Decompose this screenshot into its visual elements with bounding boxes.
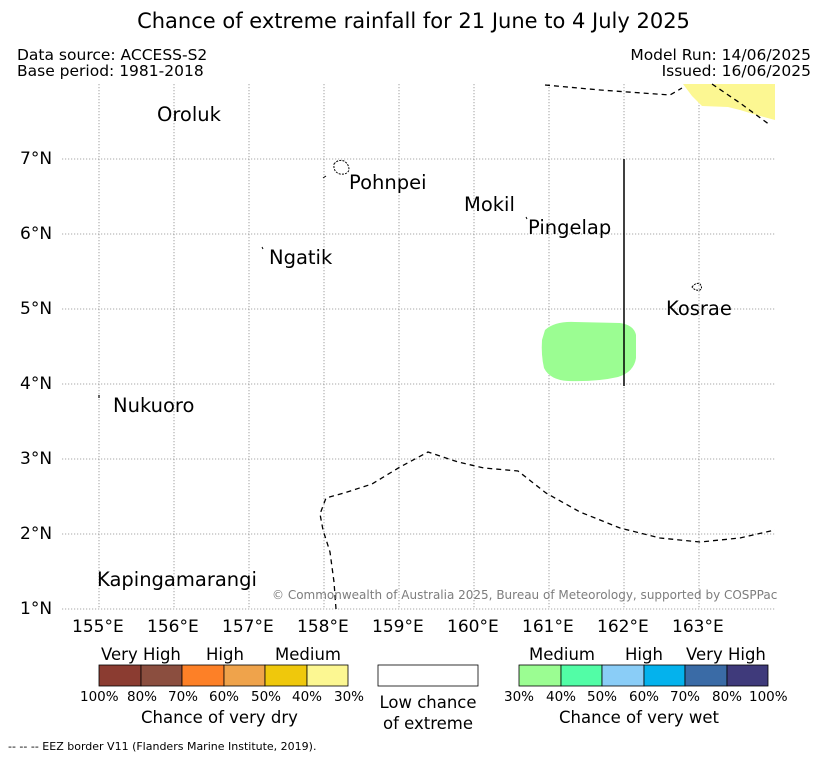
dry-swatch-50-40	[264, 664, 308, 687]
wet-tick-label: 100%	[749, 689, 788, 705]
wet-caption: Chance of very wet	[559, 708, 719, 727]
lon-tick-label: 163°E	[672, 617, 724, 637]
wet-tick-label: 80%	[712, 689, 743, 705]
lat-tick-label: 6°N	[20, 224, 53, 244]
dry-tick-label: 100%	[80, 689, 119, 705]
lon-tick-label: 155°E	[72, 617, 124, 637]
copyright-credit: © Commonwealth of Australia 2025, Bureau…	[272, 588, 778, 602]
dry-tick-label: 60%	[209, 689, 240, 705]
dry-header-very-high: Very High	[101, 645, 181, 664]
ngatik-islet	[261, 246, 264, 250]
wet-swatch-40-50	[560, 664, 603, 687]
wet-swatch-70-80	[684, 664, 728, 687]
wet-colorbar	[518, 664, 769, 687]
data-source-label: Data source: ACCESS-S2	[17, 46, 208, 64]
eez-footnote: -- -- -- EEZ border V11 (Flanders Marine…	[8, 740, 317, 753]
wet-tick-label: 50%	[587, 689, 618, 705]
lon-tick-label: 161°E	[522, 617, 574, 637]
wet-tick-label: 40%	[546, 689, 577, 705]
dry-tick-label: 70%	[168, 689, 199, 705]
lon-tick-label: 160°E	[447, 617, 499, 637]
very-dry-area	[683, 84, 775, 120]
pohnpei-islet	[322, 175, 327, 179]
low-chance-swatch	[377, 664, 479, 687]
dry-header-medium: Medium	[275, 645, 341, 664]
place-nukuoro: Nukuoro	[113, 394, 195, 417]
lat-tick-label: 2°N	[20, 524, 53, 544]
wet-header-medium: Medium	[529, 645, 595, 664]
low-chance-caption-line1: Low chance	[379, 693, 477, 712]
dry-colorbar	[98, 664, 349, 687]
dry-swatch-70-60	[181, 664, 225, 687]
lat-tick-label: 7°N	[20, 149, 53, 169]
place-kapingamarangi: Kapingamarangi	[97, 568, 257, 591]
chart-title: Chance of extreme rainfall for 21 June t…	[137, 9, 690, 33]
wet-swatch-50-60	[601, 664, 645, 687]
dry-caption: Chance of very dry	[141, 708, 298, 727]
lon-tick-label: 158°E	[297, 617, 349, 637]
graticule	[62, 84, 775, 610]
low-chance-caption-line2: of extreme	[382, 714, 474, 733]
wet-swatch-80-100	[726, 664, 769, 687]
lat-tick-label: 1°N	[20, 599, 53, 619]
wet-tick-label: 60%	[629, 689, 660, 705]
wet-header-high: High	[625, 645, 663, 664]
base-period-label: Base period: 1981-2018	[17, 62, 204, 80]
wet-header-very-high: Very High	[686, 645, 766, 664]
place-ngatik: Ngatik	[269, 246, 333, 269]
place-mokil: Mokil	[464, 193, 515, 216]
lat-tick-label: 5°N	[20, 299, 53, 319]
kosrae-island	[691, 282, 702, 291]
wet-tick-label: 70%	[670, 689, 701, 705]
lon-tick-label: 159°E	[372, 617, 424, 637]
pohnpei-island	[333, 159, 350, 175]
lon-tick-label: 162°E	[597, 617, 649, 637]
dry-tick-label: 40%	[292, 689, 323, 705]
lat-tick-label: 4°N	[20, 374, 53, 394]
place-pohnpei: Pohnpei	[349, 171, 427, 194]
lon-tick-label: 156°E	[147, 617, 199, 637]
dry-swatch-60-50	[223, 664, 266, 687]
dry-swatch-40-30	[306, 664, 349, 687]
wet-tick-label: 30%	[504, 689, 535, 705]
wet-swatch-30-40	[518, 664, 562, 687]
eez-border	[319, 83, 776, 610]
issued-label: Issued: 16/06/2025	[661, 62, 811, 80]
dry-swatch-100-80	[98, 664, 142, 687]
place-pingelap: Pingelap	[528, 216, 612, 239]
dry-tick-label: 30%	[334, 689, 365, 705]
model-run-label: Model Run: 14/06/2025	[630, 46, 811, 64]
pingelap-islet	[525, 216, 528, 220]
dry-swatch-80-70	[140, 664, 183, 687]
dry-tick-label: 50%	[251, 689, 282, 705]
lon-tick-label: 157°E	[222, 617, 274, 637]
place-kosrae: Kosrae	[666, 297, 732, 320]
dry-header-high: High	[206, 645, 244, 664]
dry-tick-label: 80%	[127, 689, 158, 705]
lat-tick-label: 3°N	[20, 449, 53, 469]
very-wet-area	[541, 321, 636, 382]
place-oroluk: Oroluk	[157, 103, 221, 126]
wet-swatch-60-70	[643, 664, 686, 687]
